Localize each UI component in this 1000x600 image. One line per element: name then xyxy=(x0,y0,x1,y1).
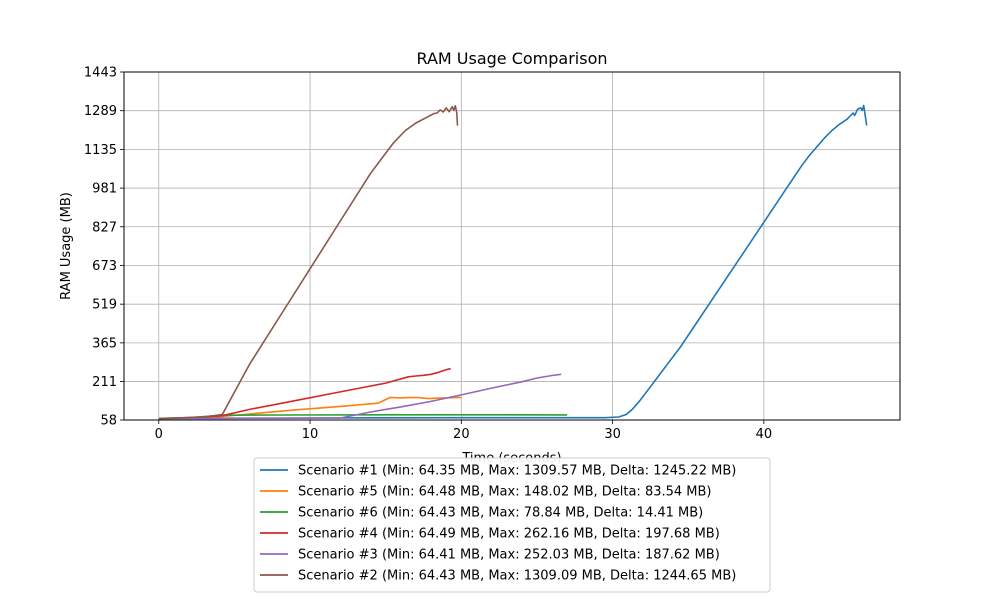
series-line-6 xyxy=(158,104,459,420)
y-tick-label: 981 xyxy=(92,182,117,197)
legend-label: Scenario #1 (Min: 64.35 MB, Max: 1309.57… xyxy=(298,464,736,479)
chart-title: RAM Usage Comparison xyxy=(416,49,607,68)
x-tick-label: 0 xyxy=(155,427,163,442)
y-tick-label: 1289 xyxy=(84,104,117,119)
y-tick-label: 211 xyxy=(92,375,117,390)
x-tick-label: 20 xyxy=(453,427,470,442)
y-tick-label: 1443 xyxy=(84,66,117,81)
x-tick-label: 30 xyxy=(604,427,621,442)
y-tick-label: 365 xyxy=(92,336,117,351)
y-tick-label: 1135 xyxy=(84,143,117,158)
series-lines xyxy=(158,104,868,420)
x-tick-label: 40 xyxy=(756,427,773,442)
legend-label: Scenario #4 (Min: 64.49 MB, Max: 262.16 … xyxy=(298,527,720,542)
y-tick-label: 673 xyxy=(92,259,117,274)
grid-lines xyxy=(124,71,900,421)
y-tick-label: 58 xyxy=(100,414,117,429)
legend-label: Scenario #3 (Min: 64.41 MB, Max: 252.03 … xyxy=(298,548,720,563)
y-tick-label: 519 xyxy=(92,298,117,313)
x-tick-label: 10 xyxy=(302,427,319,442)
y-axis-label: RAM Usage (MB) xyxy=(59,192,74,300)
series-line-1 xyxy=(158,104,868,420)
series-line-5 xyxy=(158,373,562,420)
axis-ticks: 0 10 20 30 40 58 211 365 519 673 827 981 1135 1289 144… xyxy=(84,66,772,443)
legend-label: Scenario #2 (Min: 64.43 MB, Max: 1309.09… xyxy=(298,569,736,584)
legend-label: Scenario #5 (Min: 64.48 MB, Max: 148.02 … xyxy=(298,485,712,500)
legend-label: Scenario #6 (Min: 64.43 MB, Max: 78.84 M… xyxy=(298,506,703,521)
legend: Scenario #1 (Min: 64.35 MB, Max: 1309.57… xyxy=(253,457,771,593)
legend-box xyxy=(253,457,771,593)
series-line-4 xyxy=(158,367,451,420)
y-tick-label: 827 xyxy=(92,220,117,235)
plot-area-frame xyxy=(123,71,901,421)
